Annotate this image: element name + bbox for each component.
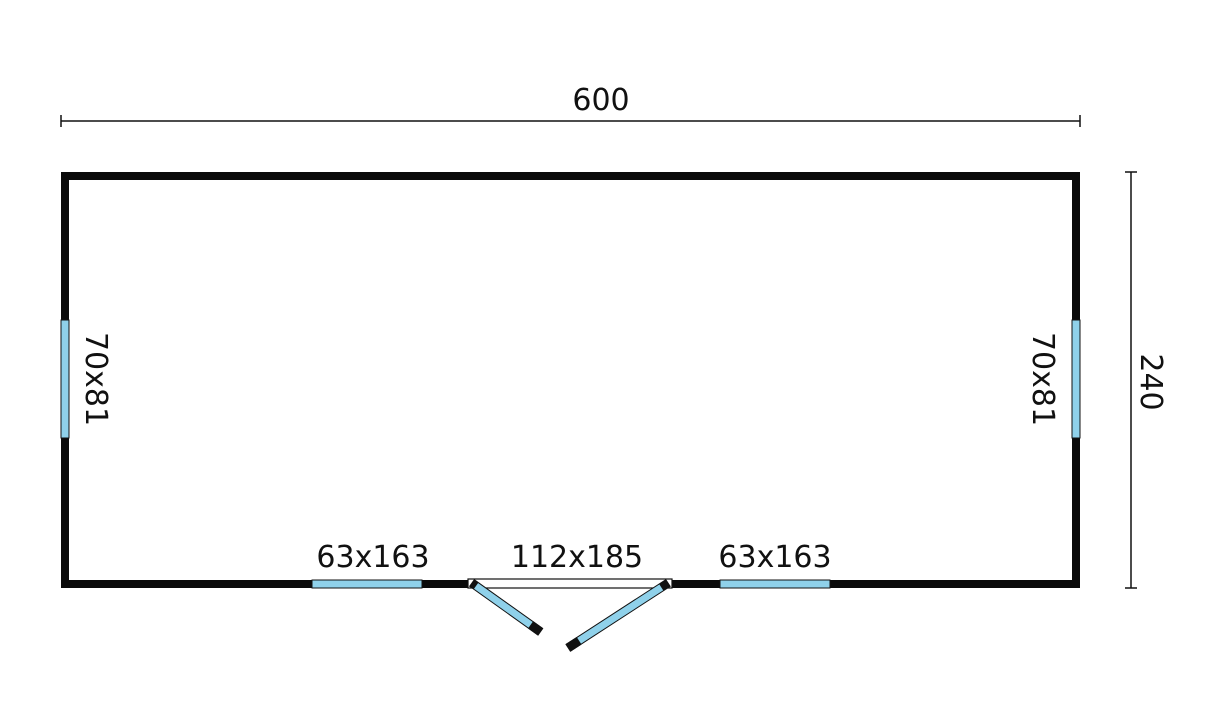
window-front-right-label: 63x163 [718,540,831,575]
depth-dimension: 240 [1125,171,1168,589]
walls [61,172,1080,588]
depth-label: 240 [1133,353,1168,410]
door-leaf-left [468,579,544,636]
window-left-side [60,319,70,439]
window-front-left [311,579,423,589]
width-label: 600 [572,83,629,118]
window-left-side-label: 70x81 [78,332,113,426]
door-label: 112x185 [511,540,643,575]
window-front-left-label: 63x163 [316,540,429,575]
window-right-side-label: 70x81 [1025,332,1060,426]
double-door: 112x185 [467,540,673,652]
window-front-right [719,579,831,589]
width-dimension: 600 [60,83,1081,127]
window-right-side [1071,319,1081,439]
door-leaf-right [565,578,671,652]
